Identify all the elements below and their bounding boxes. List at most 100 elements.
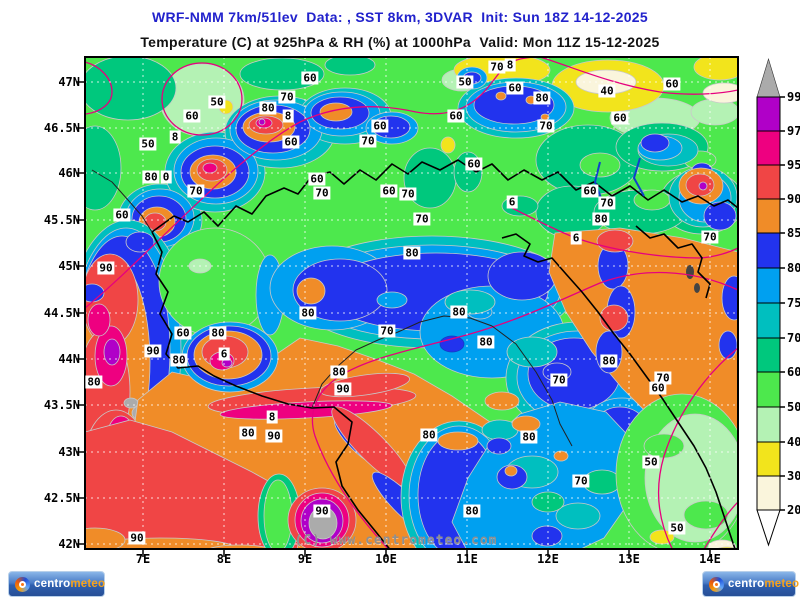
lon-tick-label: 14E	[699, 552, 721, 566]
contour-label: 80	[533, 91, 551, 105]
centrometeo-logo-right: centrometeo	[702, 571, 800, 597]
colorbar-tick-label: 60	[787, 365, 800, 379]
contour-label: 50	[456, 75, 474, 89]
watermark: (C) www.centrometeo.com	[294, 533, 498, 548]
contour-label: 80	[209, 326, 227, 340]
contour-label: 8	[266, 410, 278, 424]
colorbar-tick-label: 70	[787, 331, 800, 345]
lat-tick-label: 45N	[58, 259, 80, 273]
contour-label: 60	[371, 119, 389, 133]
centrometeo-logo-left: centrometeo	[8, 571, 105, 597]
colorbar-tick-label: 40	[787, 435, 800, 449]
lat-tick-label: 43.5N	[43, 398, 80, 412]
contour-label: 0	[160, 170, 172, 184]
contour-label: 70	[359, 134, 377, 148]
colorbar-tick-label: 97	[787, 124, 800, 138]
temperature-contour-layer	[85, 57, 738, 549]
contour-label: 60	[506, 81, 524, 95]
lat-tick-label: 46.5N	[43, 121, 80, 135]
contour-label: 6	[218, 347, 230, 361]
lon-tick-label: 12E	[537, 552, 559, 566]
contour-label: 80	[170, 353, 188, 367]
contour-label: 90	[334, 382, 352, 396]
contour-label: 60	[282, 135, 300, 149]
contour-label: 70	[654, 371, 672, 385]
contour-label: 70	[378, 324, 396, 338]
contour-label: 8	[504, 58, 516, 72]
contour-label: 90	[128, 531, 146, 545]
contour-label: 80	[259, 101, 277, 115]
contour-label: 90	[313, 504, 331, 518]
contour-label: 70	[399, 187, 417, 201]
contour-label: 70	[413, 212, 431, 226]
centrometeo-logo-text: centrometeo	[34, 578, 106, 590]
lat-tick-label: 45.5N	[43, 213, 80, 227]
contour-label: 6	[506, 195, 518, 209]
lat-tick-label: 44.5N	[43, 306, 80, 320]
contour-label: 60	[447, 109, 465, 123]
lon-tick-label: 7E	[135, 552, 151, 566]
centrometeo-swirl-icon	[15, 576, 30, 592]
centrometeo-swirl-icon	[709, 576, 724, 592]
contour-label: 70	[313, 186, 331, 200]
lon-tick-label: 10E	[375, 552, 397, 566]
colorbar-tick-label: 85	[787, 226, 800, 240]
colorbar	[756, 57, 785, 547]
contour-label: 60	[113, 208, 131, 222]
colorbar-tick-label: 99	[787, 90, 800, 104]
contour-label: 40	[598, 84, 616, 98]
colorbar-tick-label: 30	[787, 469, 800, 483]
contour-label: 70	[537, 119, 555, 133]
contour-label: 70	[701, 230, 719, 244]
contour-label: 60	[465, 157, 483, 171]
axis-ticks	[77, 81, 711, 557]
lat-tick-label: 42N	[58, 537, 80, 551]
lat-tick-label: 44N	[58, 352, 80, 366]
lon-tick-label: 8E	[216, 552, 232, 566]
contour-label: 90	[265, 429, 283, 443]
lat-tick-label: 42.5N	[43, 491, 80, 505]
contour-label: 80	[403, 246, 421, 260]
colorbar-tick-label: 90	[787, 192, 800, 206]
contour-label: 60	[663, 77, 681, 91]
contour-label: 60	[581, 184, 599, 198]
contour-label: 60	[649, 381, 667, 395]
contour-label: 60	[183, 109, 201, 123]
contour-label: 60	[301, 71, 319, 85]
lat-tick-label: 47N	[58, 75, 80, 89]
contour-label: 8	[169, 130, 181, 144]
contour-label: 80	[592, 212, 610, 226]
colorbar-tick-label: 20	[787, 503, 800, 517]
contour-label: 80	[450, 305, 468, 319]
contour-label: 80	[239, 426, 257, 440]
contour-label: 80	[142, 170, 160, 184]
contour-label: 60	[380, 184, 398, 198]
contour-label: 80	[477, 335, 495, 349]
contour-label: 90	[144, 344, 162, 358]
model-title: WRF-NMM 7km/51lev Data: , SST 8km, 3DVAR…	[152, 9, 648, 25]
lat-tick-label: 46N	[58, 166, 80, 180]
contour-label: 50	[642, 455, 660, 469]
contour-label: 70	[278, 90, 296, 104]
contour-label: 8	[282, 109, 294, 123]
contour-label: 80	[520, 430, 538, 444]
field-title: Temperature (C) at 925hPa & RH (%) at 10…	[140, 34, 660, 50]
contour-label: 90	[97, 261, 115, 275]
lon-tick-label: 13E	[618, 552, 640, 566]
contour-label: 50	[139, 137, 157, 151]
contour-label: 70	[550, 373, 568, 387]
contour-label: 50	[208, 95, 226, 109]
colorbar-tick-label: 50	[787, 400, 800, 414]
contour-label: 80	[299, 306, 317, 320]
contour-label: 70	[488, 60, 506, 74]
colorbar-tick-label: 95	[787, 158, 800, 172]
lon-tick-label: 11E	[456, 552, 478, 566]
map-frame	[84, 56, 739, 550]
centrometeo-logo-text: centrometeo	[728, 578, 800, 590]
contour-label: 80	[463, 504, 481, 518]
contour-label: 80	[330, 365, 348, 379]
contour-label: 70	[187, 184, 205, 198]
contour-label: 60	[611, 111, 629, 125]
